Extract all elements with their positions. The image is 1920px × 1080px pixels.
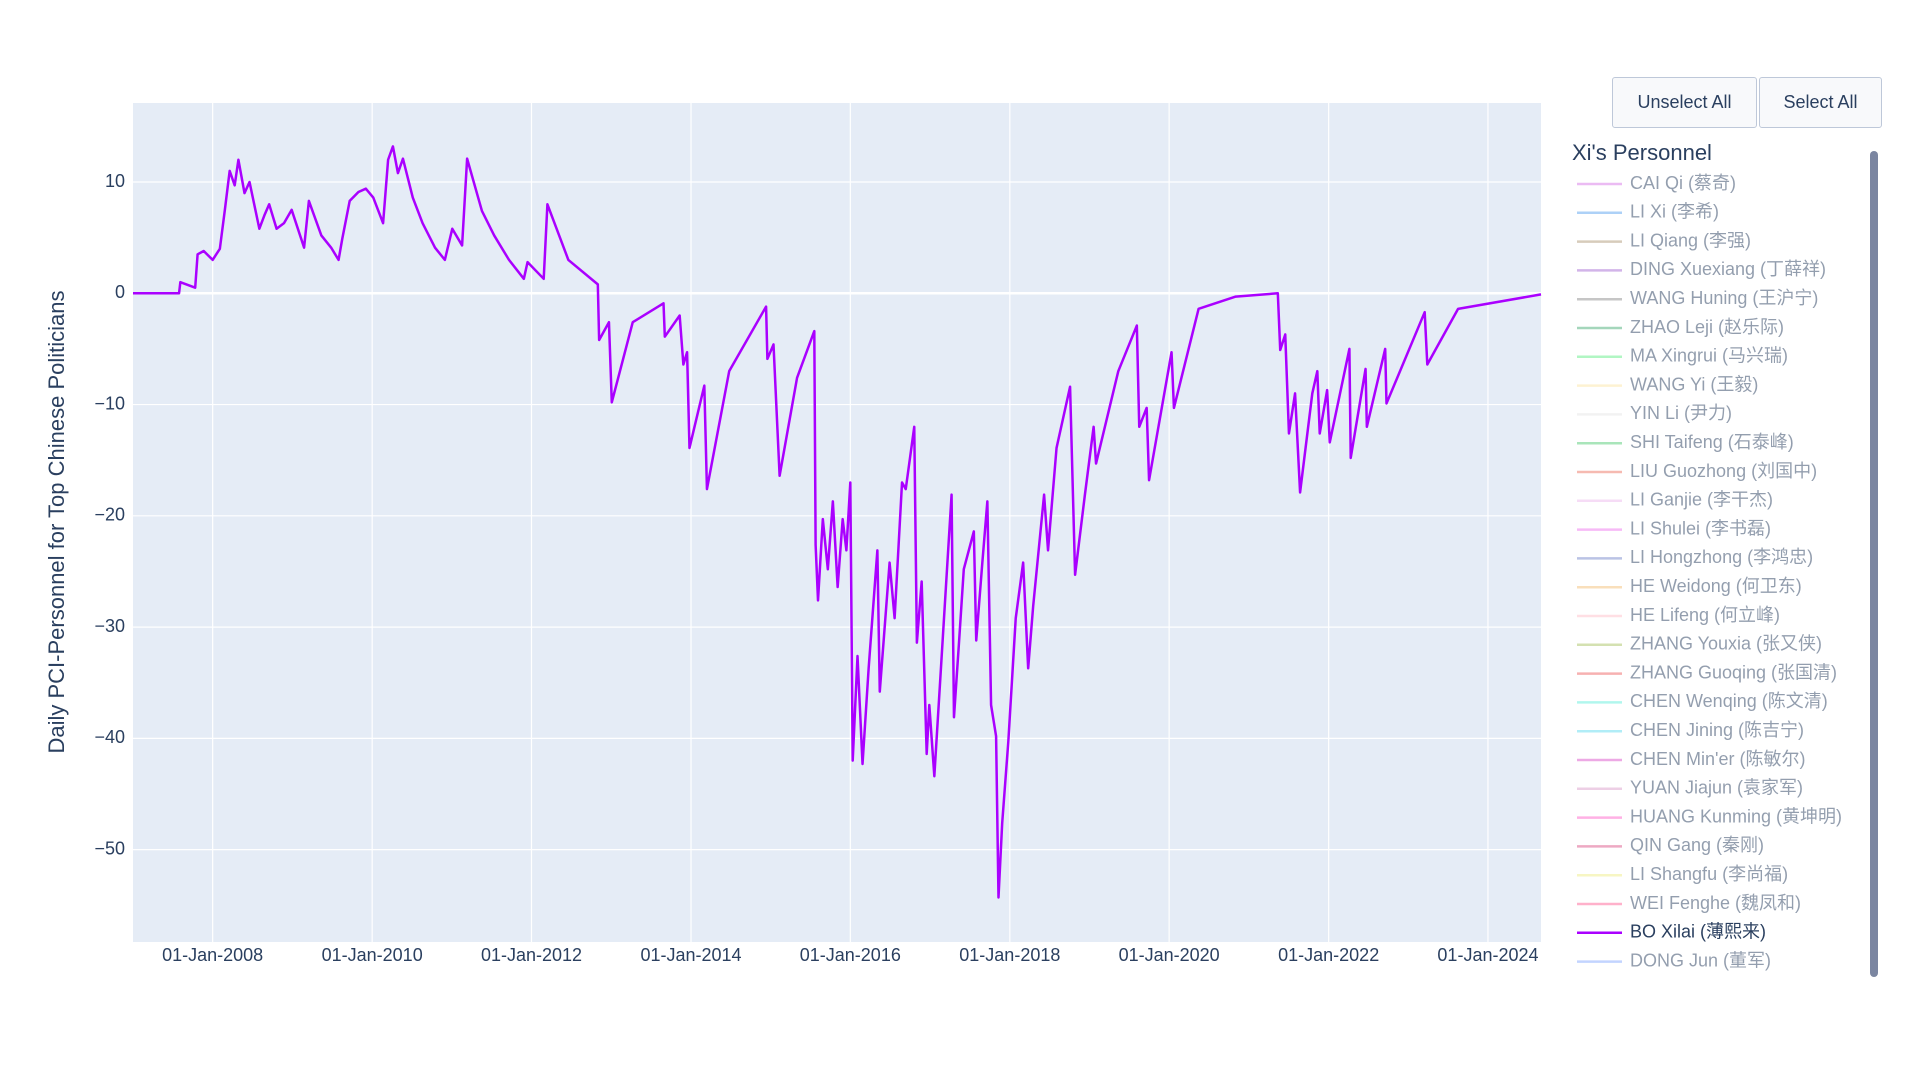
y-tick-label: −40	[94, 727, 125, 747]
legend-label: BO Xilai (薄熙来)	[1630, 922, 1766, 942]
legend-label: HUANG Kunming (黄坤明)	[1630, 806, 1842, 826]
legend-label: CHEN Wenqing (陈文清)	[1630, 691, 1828, 711]
unselect-all-button[interactable]: Unselect All	[1612, 77, 1757, 128]
legend-item[interactable]: ZHANG Youxia (张又侠)	[1577, 634, 1822, 654]
legend-item[interactable]: SHI Taifeng (石泰峰)	[1577, 432, 1794, 452]
legend-item[interactable]: YIN Li (尹力)	[1577, 403, 1732, 423]
x-tick-label: 01-Jan-2018	[959, 945, 1060, 965]
legend-label: WEI Fenghe (魏凤和)	[1630, 893, 1801, 913]
legend-label: ZHANG Youxia (张又侠)	[1630, 634, 1822, 654]
legend-item[interactable]: HUANG Kunming (黄坤明)	[1577, 806, 1842, 826]
y-tick-label: −50	[94, 838, 125, 858]
legend-item[interactable]: LI Ganjie (李干杰)	[1577, 490, 1773, 510]
legend-label: HE Lifeng (何立峰)	[1630, 605, 1780, 625]
legend-label: LI Shangfu (李尚福)	[1630, 864, 1788, 884]
legend-item[interactable]: DONG Jun (董军)	[1577, 950, 1771, 970]
legend-item[interactable]: WANG Huning (王沪宁)	[1577, 288, 1818, 308]
y-tick-label: −10	[94, 393, 125, 413]
y-tick-label: −30	[94, 616, 125, 636]
legend-label: YUAN Jiajun (袁家军)	[1630, 778, 1803, 798]
x-tick-label: 01-Jan-2008	[162, 945, 263, 965]
legend-item[interactable]: ZHANG Guoqing (张国清)	[1577, 662, 1837, 682]
x-tick-label: 01-Jan-2016	[800, 945, 901, 965]
legend-item[interactable]: LI Shulei (李书磊)	[1577, 518, 1771, 538]
x-tick-label: 01-Jan-2012	[481, 945, 582, 965]
legend-item[interactable]: LI Qiang (李强)	[1577, 230, 1751, 250]
legend-item[interactable]: CHEN Min'er (陈敏尔)	[1577, 749, 1805, 769]
y-axis-title: Daily PCI-Personnel for Top Chinese Poli…	[44, 290, 69, 753]
legend-label: CHEN Min'er (陈敏尔)	[1630, 749, 1805, 769]
legend-item[interactable]: ZHAO Leji (赵乐际)	[1577, 317, 1784, 337]
legend-label: ZHAO Leji (赵乐际)	[1630, 317, 1784, 337]
legend-item[interactable]: CAI Qi (蔡奇)	[1577, 173, 1736, 193]
legend-item[interactable]: LI Hongzhong (李鸿忠)	[1577, 547, 1813, 567]
legend-item[interactable]: CHEN Jining (陈吉宁)	[1577, 720, 1804, 740]
legend-label: LI Xi (李希)	[1630, 202, 1719, 222]
x-tick-label: 01-Jan-2010	[322, 945, 423, 965]
x-tick-label: 01-Jan-2020	[1119, 945, 1220, 965]
legend-label: DING Xuexiang (丁薛祥)	[1630, 259, 1826, 279]
legend-label: ZHANG Guoqing (张国清)	[1630, 662, 1837, 682]
legend-item[interactable]: LI Shangfu (李尚福)	[1577, 864, 1788, 884]
legend-item[interactable]: HE Lifeng (何立峰)	[1577, 605, 1780, 625]
legend-label: MA Xingrui (马兴瑞)	[1630, 346, 1788, 366]
legend-label: LIU Guozhong (刘国中)	[1630, 461, 1817, 481]
legend-label: CHEN Jining (陈吉宁)	[1630, 720, 1804, 740]
y-tick-label: 10	[105, 171, 125, 191]
legend-label: LI Qiang (李强)	[1630, 230, 1751, 250]
legend-item[interactable]: CHEN Wenqing (陈文清)	[1577, 691, 1828, 711]
select-all-button[interactable]: Select All	[1759, 77, 1882, 128]
legend-label: LI Ganjie (李干杰)	[1630, 490, 1773, 510]
legend-item[interactable]: QIN Gang (秦刚)	[1577, 835, 1764, 855]
y-tick-label: −20	[94, 505, 125, 525]
y-tick-label: 0	[115, 282, 125, 302]
legend-label: CAI Qi (蔡奇)	[1630, 173, 1736, 193]
legend-label: SHI Taifeng (石泰峰)	[1630, 432, 1794, 452]
legend-title: Xi's Personnel	[1572, 140, 1712, 165]
legend-label: YIN Li (尹力)	[1630, 403, 1732, 423]
x-tick-label: 01-Jan-2024	[1437, 945, 1538, 965]
legend-label: LI Shulei (李书磊)	[1630, 518, 1771, 538]
legend-item[interactable]: LI Xi (李希)	[1577, 202, 1719, 222]
legend-label: HE Weidong (何卫东)	[1630, 576, 1802, 596]
data-line	[133, 145, 1542, 899]
legend-label: DONG Jun (董军)	[1630, 950, 1771, 970]
legend-item[interactable]: BO Xilai (薄熙来)	[1577, 922, 1766, 942]
x-tick-label: 01-Jan-2014	[640, 945, 741, 965]
legend-scrollbar[interactable]	[1870, 151, 1878, 977]
legend-label: WANG Yi (王毅)	[1630, 374, 1758, 394]
legend-item[interactable]: HE Weidong (何卫东)	[1577, 576, 1802, 596]
legend-item[interactable]: DING Xuexiang (丁薛祥)	[1577, 259, 1826, 279]
legend-label: LI Hongzhong (李鸿忠)	[1630, 547, 1813, 567]
legend-item[interactable]: LIU Guozhong (刘国中)	[1577, 461, 1817, 481]
legend-item[interactable]: WANG Yi (王毅)	[1577, 374, 1758, 394]
legend-item[interactable]: MA Xingrui (马兴瑞)	[1577, 346, 1788, 366]
x-tick-label: 01-Jan-2022	[1278, 945, 1379, 965]
legend-item[interactable]: WEI Fenghe (魏凤和)	[1577, 893, 1801, 913]
legend-item[interactable]: YUAN Jiajun (袁家军)	[1577, 778, 1803, 798]
legend-label: WANG Huning (王沪宁)	[1630, 288, 1818, 308]
legend-label: QIN Gang (秦刚)	[1630, 835, 1764, 855]
plot-background	[133, 103, 1541, 942]
